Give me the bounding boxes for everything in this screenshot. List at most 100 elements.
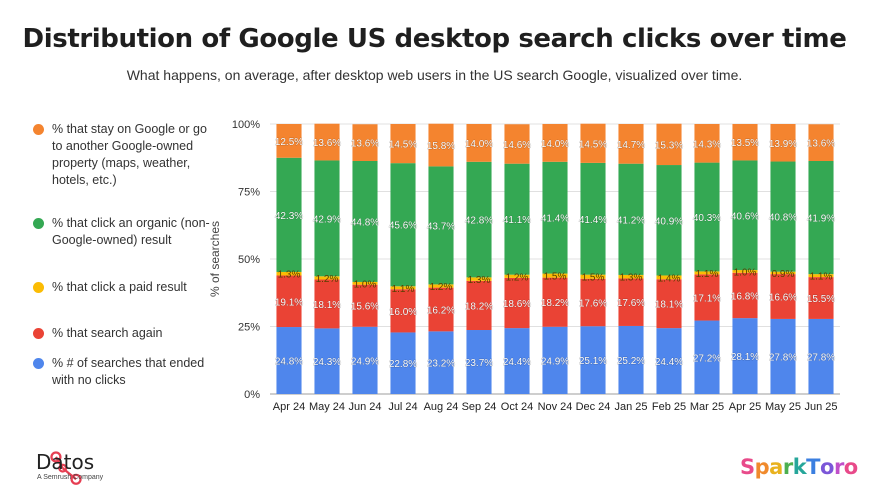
data-label: 15.6% xyxy=(351,302,379,313)
data-label: 16.8% xyxy=(731,291,759,302)
chart-subtitle: What happens, on average, after desktop … xyxy=(126,67,743,83)
data-label: 27.2% xyxy=(693,353,721,364)
data-label: 18.2% xyxy=(541,298,569,309)
bar-segment xyxy=(428,287,454,332)
bar-segment xyxy=(542,277,568,327)
data-label: 23.7% xyxy=(465,358,493,369)
bar-segment xyxy=(314,160,340,277)
bar-segment xyxy=(808,318,834,394)
y-tick-label: 75% xyxy=(238,187,260,199)
bar-segment xyxy=(390,289,416,333)
data-label: 24.4% xyxy=(655,357,683,368)
bar-segment xyxy=(770,271,796,275)
x-tick-label: Jul 24 xyxy=(388,401,417,413)
x-tick-label: Apr 24 xyxy=(273,401,305,413)
bar-segment xyxy=(694,271,720,275)
data-label: 40.6% xyxy=(731,211,759,222)
bar-segment xyxy=(580,278,606,327)
data-label: 1.2% xyxy=(430,282,453,293)
data-label: 17.6% xyxy=(617,298,645,309)
data-label: 42.8% xyxy=(465,216,493,227)
data-label: 16.2% xyxy=(427,305,455,316)
bar-segment xyxy=(808,274,834,278)
sparktoro-letter: r xyxy=(782,455,793,479)
sparktoro-letter: T xyxy=(806,455,820,479)
bar-segment xyxy=(770,274,796,319)
data-label: 45.6% xyxy=(389,221,417,232)
bar-segment xyxy=(618,325,644,394)
data-label: 14.0% xyxy=(465,139,493,150)
data-label: 15.5% xyxy=(807,294,835,305)
data-label: 13.6% xyxy=(351,139,379,150)
sparktoro-letter: o xyxy=(843,455,858,479)
data-label: 42.3% xyxy=(275,211,303,222)
bar-segment xyxy=(618,278,644,326)
bar-segment xyxy=(656,328,682,394)
bar-segment xyxy=(428,166,454,285)
bar-segment xyxy=(466,124,492,162)
data-label: 13.6% xyxy=(313,138,341,149)
bar-segment xyxy=(656,165,682,276)
data-label: 12.5% xyxy=(275,137,303,148)
data-label: 43.7% xyxy=(427,221,455,232)
x-tick-label: Aug 24 xyxy=(424,401,459,413)
bar-segment xyxy=(808,160,834,275)
datos-tagline: A Semrush Company xyxy=(37,474,104,481)
data-label: 41.4% xyxy=(541,214,569,225)
data-label: 1.2% xyxy=(506,272,529,283)
data-label: 17.1% xyxy=(693,293,721,304)
bar-segment xyxy=(504,124,530,164)
bar-segment xyxy=(732,160,758,271)
bar-segment xyxy=(466,161,492,278)
data-label: 0.9% xyxy=(772,269,795,280)
legend-label: % # of searches that ended with no click… xyxy=(52,356,205,387)
bar-segment xyxy=(504,163,530,275)
data-label: 1.5% xyxy=(544,272,567,283)
data-label: 41.9% xyxy=(807,214,835,225)
data-label: 1.0% xyxy=(734,267,757,278)
legend-label: % that click a paid result xyxy=(52,280,187,294)
bar-segment xyxy=(656,123,682,166)
data-label: 44.8% xyxy=(351,217,379,228)
bar-segment xyxy=(580,123,606,163)
data-label: 17.6% xyxy=(579,298,607,309)
data-label: 41.2% xyxy=(617,215,645,226)
data-label: 15.3% xyxy=(655,140,683,151)
x-tick-label: Dec 24 xyxy=(576,401,611,413)
data-label: 24.9% xyxy=(541,356,569,367)
y-tick-label: 50% xyxy=(238,254,260,266)
datos-wordmark: Datos xyxy=(36,450,95,474)
bar-segment xyxy=(542,124,568,162)
data-label: 22.8% xyxy=(389,359,417,370)
bar-segment xyxy=(428,123,454,167)
bar-segment xyxy=(314,328,340,394)
data-label: 18.1% xyxy=(655,300,683,311)
bar-segment xyxy=(276,271,302,276)
bar-segment xyxy=(466,330,492,394)
data-label: 27.8% xyxy=(807,352,835,363)
bar-segment xyxy=(694,320,720,394)
data-label: 14.7% xyxy=(617,140,645,151)
y-tick-label: 100% xyxy=(232,119,260,131)
y-axis-title: % of searches xyxy=(208,221,222,297)
bar-segment xyxy=(542,161,568,274)
data-label: 24.4% xyxy=(503,357,531,368)
bar-segment xyxy=(352,124,378,161)
data-label: 41.4% xyxy=(579,215,607,226)
data-label: 18.1% xyxy=(313,300,341,311)
sparktoro-letter: o xyxy=(820,455,834,479)
bar-segment xyxy=(352,326,378,394)
data-label: 18.2% xyxy=(465,301,493,312)
data-label: 13.9% xyxy=(769,139,797,150)
bar-segment xyxy=(732,270,758,273)
data-label: 40.3% xyxy=(693,213,721,224)
x-tick-label: Mar 25 xyxy=(690,401,724,413)
data-label: 15.8% xyxy=(427,141,455,152)
bar-segment xyxy=(466,277,492,281)
bar-segment xyxy=(656,275,682,280)
data-label: 14.6% xyxy=(503,140,531,151)
bar-segment xyxy=(276,275,302,328)
bar-segment xyxy=(770,318,796,394)
data-label: 24.8% xyxy=(275,357,303,368)
legend-label: % that stay on Google or go to another G… xyxy=(52,122,207,187)
